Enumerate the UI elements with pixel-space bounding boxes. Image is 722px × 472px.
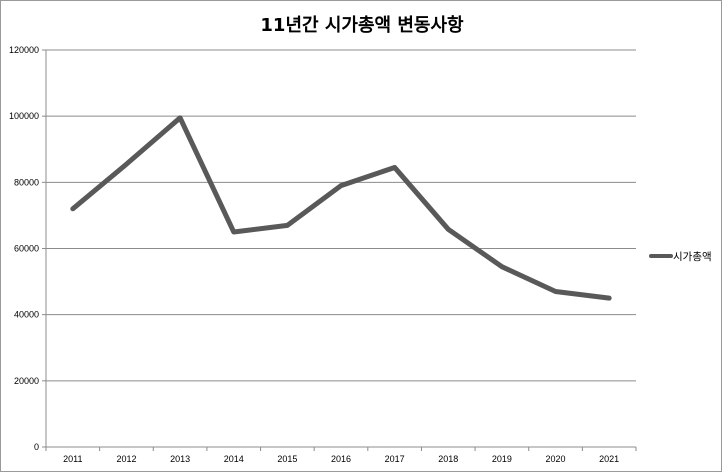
y-tick-label: 40000 <box>14 310 39 320</box>
series-lines <box>70 115 612 301</box>
series-line-0 <box>70 115 612 301</box>
x-tick-label: 2012 <box>116 454 136 464</box>
legend-label: 시가총액 <box>673 251 712 263</box>
x-tick-label: 2018 <box>438 454 458 464</box>
x-tick-label: 2017 <box>385 454 405 464</box>
y-tick-label: 80000 <box>14 177 39 187</box>
x-tick-label: 2021 <box>599 454 619 464</box>
y-axis-tick-labels: 0 20000 40000 60000 80000 100000 120000 <box>9 45 39 452</box>
legend: 시가총액 <box>649 251 712 263</box>
x-axis-tick-labels: 2011 2012 2013 2014 2015 2016 2017 2018 2019 2020… <box>63 454 619 464</box>
axes <box>42 49 637 451</box>
x-tick-label: 2013 <box>170 454 190 464</box>
x-tick-label: 2011 <box>63 454 82 464</box>
y-tick-label: 0 <box>34 442 39 452</box>
y-tick-label: 100000 <box>9 111 39 121</box>
x-tick-label: 2020 <box>546 454 566 464</box>
chart-title: 11년간 시가총액 변동사항 <box>260 15 464 36</box>
y-tick-label: 120000 <box>9 45 39 55</box>
gridlines <box>46 49 636 382</box>
y-tick-label: 20000 <box>14 376 39 386</box>
x-tick-label: 2015 <box>277 454 297 464</box>
y-tick-label: 60000 <box>14 244 39 254</box>
x-tick-label: 2014 <box>224 454 244 464</box>
x-tick-label: 2019 <box>492 454 512 464</box>
x-tick-label: 2016 <box>331 454 351 464</box>
